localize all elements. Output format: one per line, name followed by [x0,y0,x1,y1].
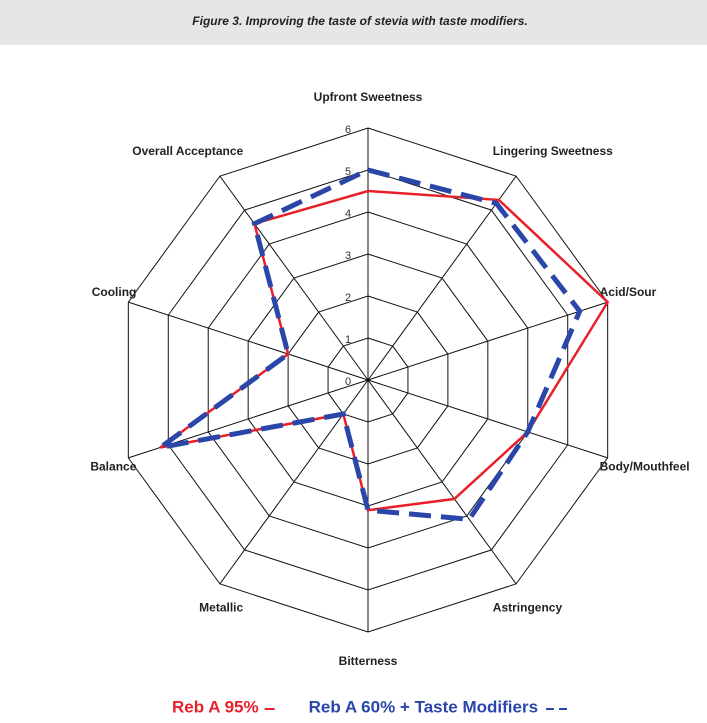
axis-label: Cooling [92,285,137,299]
axis-label: Upfront Sweetness [314,90,423,104]
tick-label: 5 [345,166,351,178]
legend-label: Reb A 60% + Taste Modifiers [309,697,538,716]
tick-label: 2 [345,292,351,304]
spoke [219,175,369,381]
series-line [158,167,583,522]
header-band [0,0,707,45]
tick-label: 4 [345,208,351,220]
axis-label: Bitterness [339,654,398,668]
axis-label: Acid/Sour [600,285,657,299]
legend-label: Reb A 95% [172,697,259,716]
spoke [367,175,517,381]
tick-label: 0 [345,376,351,388]
series-line [159,189,610,512]
chart-title: Figure 3. Improving the taste of stevia … [192,14,527,28]
spoke [367,379,608,459]
axis-label: Overall Acceptance [132,144,243,158]
tick-label: 6 [345,124,351,136]
tick-label: 1 [345,334,351,346]
spoke [367,379,517,585]
axis-label: Metallic [199,600,243,614]
axis-label: Lingering Sweetness [493,144,613,158]
spoke [219,379,369,585]
spoke [128,301,369,381]
spoke [367,301,608,381]
tick-label: 3 [345,250,351,262]
axis-label: Astringency [493,600,563,614]
axis-label: Balance [90,459,136,473]
axis-label: Body/Mouthfeel [600,459,690,473]
